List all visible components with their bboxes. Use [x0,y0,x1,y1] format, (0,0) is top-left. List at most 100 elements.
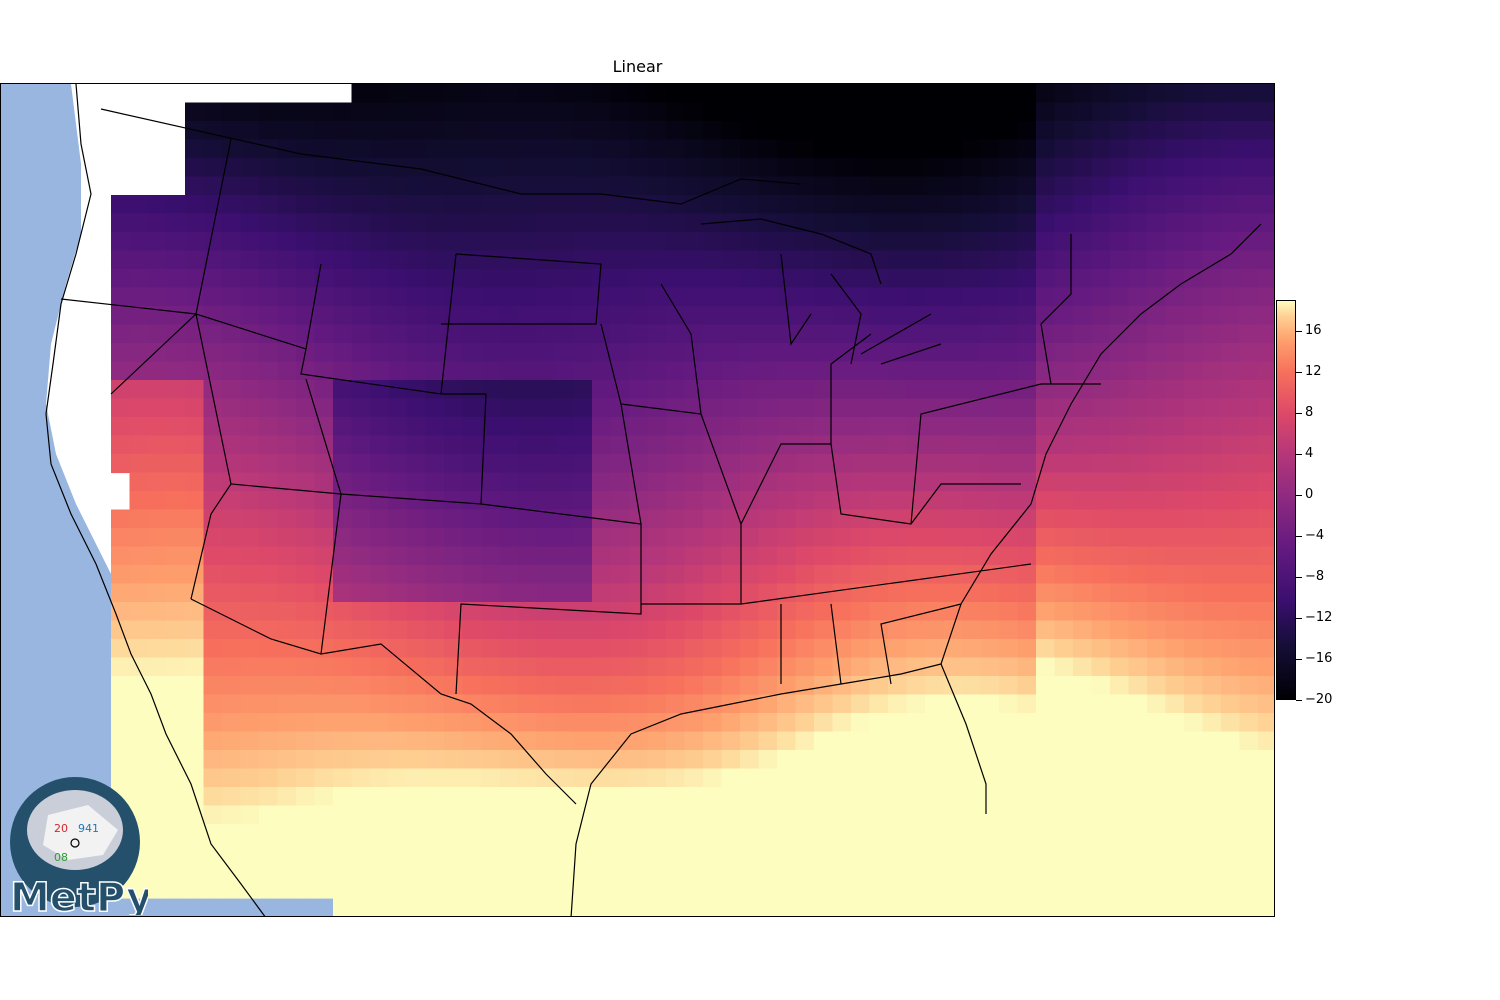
grid-cell [240,361,260,381]
grid-cell [240,102,260,122]
grid-cell [555,639,575,659]
grid-cell [943,269,963,289]
grid-cell [277,583,297,603]
grid-cell [758,287,778,307]
grid-cell [277,158,297,178]
grid-cell [555,472,575,492]
grid-cell [832,898,852,916]
grid-cell [888,102,908,122]
grid-cell [1128,879,1148,899]
grid-cell [980,417,1000,437]
grid-cell [333,879,353,899]
grid-cell [389,917,408,918]
grid-cell [351,158,371,178]
grid-cell [888,805,908,825]
grid-cell [1239,768,1259,788]
grid-cell [1221,472,1241,492]
colorbar-tick [1296,658,1302,660]
grid-cell [666,583,686,603]
grid-cell [1147,398,1167,418]
grid-cell [518,639,538,659]
grid-cell [1017,768,1037,788]
grid-cell [1128,898,1148,916]
grid-cell [869,139,889,159]
grid-cell [203,639,223,659]
grid-cell [481,602,501,622]
grid-cell [1165,176,1185,196]
grid-cell [555,454,575,474]
grid-cell [296,306,316,326]
grid-cell [222,213,242,233]
grid-cell [111,213,131,233]
grid-cell [185,361,205,381]
grid-cell [795,361,815,381]
grid-cell [666,565,686,585]
grid-cell [869,213,889,233]
grid-cell [610,805,630,825]
map-panel[interactable] [0,83,1275,917]
grid-cell [481,250,501,270]
grid-cell [721,417,741,437]
grid-cell [980,787,1000,807]
grid-cell [888,842,908,862]
grid-cell [851,657,871,677]
grid-cell [499,232,519,252]
grid-cell [1184,361,1204,381]
grid-cell [518,713,538,733]
grid-cell [1258,768,1274,788]
grid-cell [832,565,852,585]
grid-cell [1110,102,1130,122]
grid-cell [444,417,464,437]
grid-cell [111,713,131,733]
grid-cell [1258,102,1274,122]
grid-cell [351,676,371,696]
grid-cell [962,509,982,529]
grid-cell [222,121,242,141]
grid-cell [703,861,723,881]
grid-cell [684,84,704,104]
grid-cell [1202,232,1222,252]
grid-cell [721,454,741,474]
grid-cell [1165,583,1185,603]
grid-cell [999,287,1019,307]
grid-cell [462,639,482,659]
grid-cell [129,398,149,418]
gulf-coastline [570,663,987,916]
grid-cell [1165,565,1185,585]
grid-cell [148,343,168,363]
grid-cell [481,343,501,363]
grid-cell [758,84,778,104]
grid-cell [962,879,982,899]
grid-cell [259,380,279,400]
grid-cell [684,287,704,307]
grid-cell [832,583,852,603]
grid-cell [1110,768,1130,788]
grid-cell [407,491,427,511]
grid-cell [499,824,519,844]
grid-cell [1054,676,1074,696]
grid-cell [296,472,316,492]
grid-cell [573,583,593,603]
grid-cell [943,361,963,381]
grid-cell [758,102,778,122]
grid-cell [296,176,316,196]
grid-cell [610,454,630,474]
grid-cell [481,917,500,918]
grid-cell [1202,731,1222,751]
grid-cell [185,287,205,307]
grid-cell [925,139,945,159]
grid-cell [647,84,667,104]
grid-cell [1017,676,1037,696]
grid-cell [351,454,371,474]
grid-cell [851,861,871,881]
grid-cell [703,842,723,862]
grid-cell [166,713,186,733]
grid-cell [1017,435,1037,455]
grid-cell [888,768,908,788]
grid-cell [425,842,445,862]
grid-cell [610,528,630,548]
grid-cell [462,287,482,307]
grid-cell [832,306,852,326]
grid-cell [573,676,593,696]
grid-cell [1258,842,1274,862]
